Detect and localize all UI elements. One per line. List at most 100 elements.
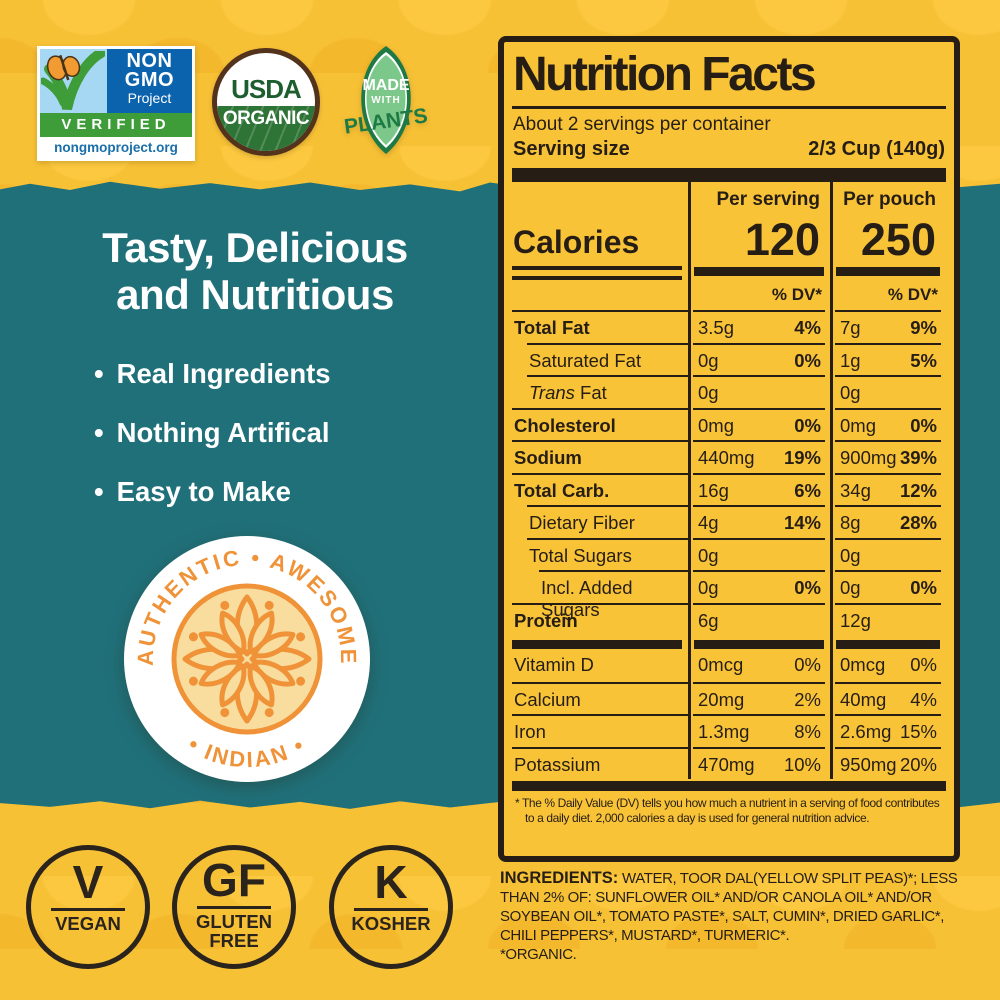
serving-dv: 14%: [783, 512, 821, 534]
kosher-abbr: K: [374, 856, 408, 908]
serving-amount: 6g: [698, 609, 719, 631]
nutrient-label: Saturated Fat: [527, 342, 688, 376]
nutrient-label: Calcium: [512, 681, 688, 715]
non-gmo-line1: NON: [126, 50, 173, 72]
vitamin-row-potassium: Potassium 470mg 10% 950mg 20%: [512, 746, 946, 780]
nutrient-label: Incl. Added Sugars: [539, 570, 688, 620]
usda-organic-badge: USDA ORGANIC: [212, 48, 320, 156]
pouch-dv: 20%: [899, 753, 937, 775]
vegan-abbr: V: [72, 856, 104, 908]
pouch-amount: 7g: [840, 317, 861, 339]
nutrient-label: Total Carb.: [512, 472, 688, 506]
plants-word-made: MADE: [362, 77, 409, 94]
serving-amount: 0g: [698, 544, 719, 566]
pouch-amount: 0g: [840, 544, 861, 566]
protein-underline-row: [512, 635, 946, 650]
nutrient-row-sodium: Sodium 440mg 19% 900mg 39%: [512, 440, 946, 473]
plants-leaf-icon: MADE WITH PLANTS: [343, 46, 429, 154]
serving-size-value: 2/3 Cup (140g): [808, 138, 945, 161]
pouch-dv: 12%: [899, 479, 937, 501]
kosher-badge: K KOSHER: [329, 845, 453, 969]
nutrient-row-trans-fat: Trans Fat 0g 0g: [512, 375, 946, 408]
nutrient-label: Protein: [512, 602, 688, 636]
vitamin-row-calcium: Calcium 20mg 2% 40mg 4%: [512, 681, 946, 715]
non-gmo-sky-area: [40, 49, 107, 113]
serving-dv: 6%: [794, 479, 821, 501]
mandala-flower-icon: [182, 594, 312, 724]
promo-bullet-list: • Real Ingredients • Nothing Artifical • Ea…: [94, 358, 482, 508]
pouch-amount: 8g: [840, 512, 861, 534]
per-serving-header: Per serving: [716, 189, 821, 211]
ingredients-block: INGREDIENTS: WATER, TOOR DAL(YELLOW SPLI…: [500, 868, 960, 964]
pouch-amount: 2.6mg: [840, 721, 892, 743]
vitamin-row-iron: Iron 1.3mg 8% 2.6mg 15%: [512, 714, 946, 747]
non-gmo-url-text: nongmoproject.org: [40, 137, 192, 158]
serving-amount: 0g: [698, 382, 719, 404]
serving-amount: 4g: [698, 512, 719, 534]
calories-underline-row: [512, 262, 946, 281]
nutrient-row-total-fat: Total Fat 3.5g 4% 7g 9%: [512, 310, 946, 343]
non-gmo-wordmark: NON GMO Project: [106, 49, 192, 113]
bullet-dot: •: [94, 358, 104, 390]
pouch-dv: 5%: [910, 349, 937, 371]
serving-dv: 10%: [783, 753, 821, 775]
ingredients-text: WATER, TOOR DAL(YELLOW SPLIT PEAS)*; LES…: [500, 870, 958, 944]
nutrient-label: Dietary Fiber: [527, 505, 688, 538]
serving-amount: 3.5g: [698, 317, 735, 339]
double-rule: [512, 266, 682, 281]
serving-amount: 0mg: [698, 414, 734, 436]
bullet-dot: •: [94, 417, 104, 449]
badge-divider-line: [51, 908, 125, 911]
serving-dv: 0%: [794, 577, 821, 599]
nutrition-columns: Per serving Per pouch Calories 120 250 %…: [512, 182, 946, 780]
pouch-dv: 9%: [910, 317, 937, 339]
non-gmo-line3: Project: [127, 90, 172, 106]
serving-amount: 16g: [698, 479, 729, 501]
nutrient-label: Iron: [512, 714, 688, 747]
nutrient-row-dietary-fiber: Dietary Fiber 4g 14% 8g 28%: [512, 505, 946, 538]
promo-heading-line2: and Nutritious: [116, 271, 394, 319]
nutrient-label: Sodium: [512, 440, 688, 473]
trans-rest: Fat: [574, 382, 607, 404]
serving-dv: 0%: [794, 654, 821, 676]
pouch-amount: 900mg: [840, 447, 897, 469]
per-pouch-header: Per pouch: [843, 189, 936, 211]
thick-divider-bar: [512, 640, 682, 650]
non-gmo-project-badge: NON GMO Project VERIFIED nongmoproject.o…: [37, 46, 195, 161]
serving-dv: 0%: [794, 414, 821, 436]
pouch-dv: 4%: [910, 688, 937, 710]
daily-value-header-row: % DV* % DV*: [512, 280, 946, 310]
servings-per-container: About 2 servings per container: [513, 114, 771, 136]
pouch-dv: 0%: [910, 654, 937, 676]
nutrition-facts-title: Nutrition Facts: [513, 48, 817, 101]
pouch-amount: 950mg: [840, 753, 897, 775]
promo-bullet-text: Nothing Artifical: [116, 417, 330, 449]
serving-amount: 0g: [698, 577, 719, 599]
dv-header-pouch: % DV*: [887, 285, 938, 305]
serving-amount: 0g: [698, 349, 719, 371]
non-gmo-line2: GMO: [124, 69, 175, 91]
nutrient-row-total-sugars: Total Sugars 0g 0g: [512, 537, 946, 571]
serving-amount: 20mg: [698, 688, 745, 710]
nutrient-row-protein: Protein 6g 12g: [512, 602, 946, 636]
promo-bullet-text: Easy to Make: [116, 476, 291, 508]
badge-divider-line: [197, 906, 271, 909]
stamp-inner-circle: [171, 583, 323, 735]
serving-size-label: Serving size: [513, 138, 630, 161]
nutrition-facts-panel: Nutrition Facts About 2 servings per con…: [498, 36, 960, 862]
pouch-amount: 0mg: [840, 414, 876, 436]
kosher-label: KOSHER: [351, 913, 431, 934]
pouch-amount: 1g: [840, 349, 861, 371]
pouch-dv: 39%: [899, 447, 937, 469]
pouch-amount: 12g: [840, 609, 871, 631]
nutrient-label: Trans Fat: [527, 375, 688, 408]
pouch-amount: 0g: [840, 382, 861, 404]
serving-dv: 4%: [794, 317, 821, 339]
pouch-amount: 0mcg: [840, 654, 886, 676]
pouch-dv: 15%: [899, 721, 937, 743]
column-header-row: Per serving Per pouch: [512, 182, 946, 211]
pouch-amount: 40mg: [840, 688, 887, 710]
calories-per-serving: 120: [744, 214, 820, 266]
pouch-amount: 34g: [840, 479, 871, 501]
